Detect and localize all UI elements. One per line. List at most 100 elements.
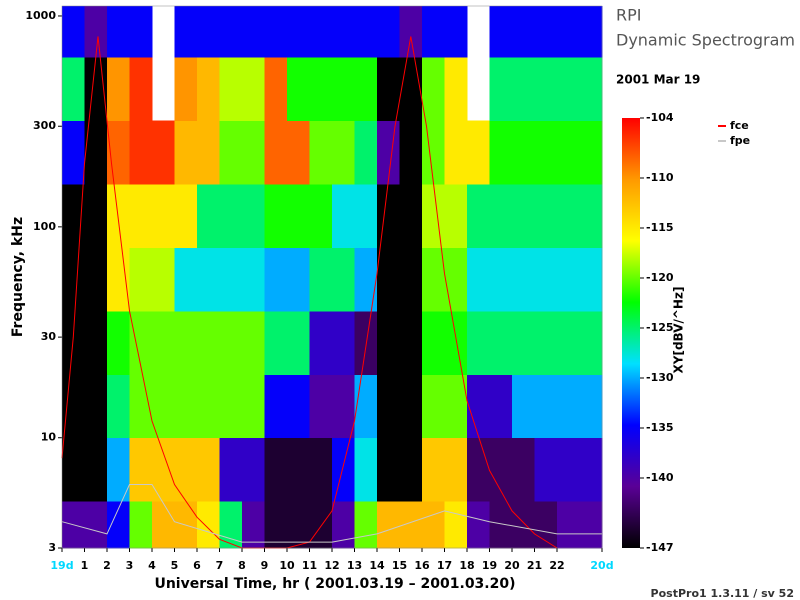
heatmap-cell — [152, 310, 175, 375]
heatmap-cell — [129, 6, 153, 58]
heatmap-cell — [219, 310, 243, 375]
y-tick-label: 10 — [41, 431, 57, 444]
heatmap-cell — [332, 56, 355, 121]
x-tick-label: 3 — [126, 559, 134, 572]
heatmap-cell — [84, 120, 108, 185]
heatmap-cell — [489, 120, 513, 185]
heatmap-cell — [84, 310, 108, 375]
heatmap-cell — [579, 501, 603, 549]
heatmap-cell — [332, 247, 355, 312]
heatmap-cell — [467, 183, 490, 248]
heatmap-cell — [399, 374, 423, 439]
heatmap-cell — [107, 437, 130, 502]
x-tick-label: 20d — [590, 559, 613, 572]
heatmap-cell — [557, 56, 580, 121]
x-tick-label: 17 — [437, 559, 452, 572]
heatmap-cell — [399, 310, 423, 375]
x-tick-label: 13 — [347, 559, 362, 572]
heatmap-cell — [399, 183, 423, 248]
colorbar-tick-label: -130 — [646, 371, 674, 384]
heatmap-cell — [557, 120, 580, 185]
heatmap-cell — [62, 120, 85, 185]
heatmap-cell — [512, 247, 535, 312]
heatmap-cell — [264, 120, 288, 185]
heatmap-cell — [107, 6, 130, 58]
heatmap-cell — [467, 374, 490, 439]
heatmap-cell — [309, 183, 333, 248]
heatmap-cell — [444, 56, 468, 121]
heatmap-cell — [377, 374, 400, 439]
heatmap-cell — [512, 120, 535, 185]
heatmap-cell — [444, 183, 468, 248]
heatmap-cell — [354, 501, 378, 549]
chart-title: RPI — [616, 6, 641, 25]
heatmap-cell — [242, 437, 265, 502]
heatmap-cell — [354, 120, 378, 185]
heatmap-cell — [174, 437, 198, 502]
x-tick-label: 19 — [482, 559, 497, 572]
heatmap-cell — [579, 374, 603, 439]
footer: PostPro1 1.3.11 / sv 52 — [651, 587, 794, 600]
heatmap-cell — [197, 310, 220, 375]
heatmap-cell — [107, 120, 130, 185]
heatmap-cell — [309, 374, 333, 439]
heatmap-cell — [264, 183, 288, 248]
series-line — [61, 36, 558, 549]
heatmap-cell — [534, 183, 558, 248]
heatmap-cell — [219, 56, 243, 121]
heatmap-cell — [264, 310, 288, 375]
heatmap-cell — [129, 374, 153, 439]
heatmap-cell — [534, 247, 558, 312]
heatmap-cell — [84, 183, 108, 248]
heatmap-cell — [467, 120, 490, 185]
heatmap-cell — [197, 183, 220, 248]
x-tick-label: 18 — [459, 559, 474, 572]
heatmap-cell — [377, 310, 400, 375]
heatmap-cell — [287, 437, 310, 502]
heatmap-cell — [512, 437, 535, 502]
heatmap-cell — [332, 374, 355, 439]
heatmap-cell — [242, 247, 265, 312]
heatmap-cell — [84, 247, 108, 312]
heatmap-cell — [579, 6, 603, 58]
heatmap-cell — [107, 56, 130, 121]
heatmap-cell — [62, 374, 85, 439]
heatmap-cell — [557, 6, 580, 58]
heatmap-cell — [422, 183, 445, 248]
heatmap-cell — [332, 501, 355, 549]
heatmap-cell — [219, 247, 243, 312]
x-tick-label: 12 — [324, 559, 339, 572]
heatmap-cell — [399, 56, 423, 121]
heatmap-cell — [219, 183, 243, 248]
heatmap-cell — [422, 374, 445, 439]
heatmap-cell — [467, 247, 490, 312]
heatmap-cell — [534, 120, 558, 185]
colorbar-tick-label: -120 — [646, 271, 674, 284]
colorbar — [622, 118, 640, 548]
heatmap-cell — [377, 437, 400, 502]
heatmap-cell — [557, 501, 580, 549]
colorbar-tick-label: -147 — [646, 541, 674, 554]
y-tick-label: 3 — [48, 541, 56, 554]
legend-label: fce — [730, 119, 749, 132]
heatmap-cell — [354, 6, 378, 58]
heatmap-cell — [62, 183, 85, 248]
heatmap-cell — [467, 501, 490, 549]
heatmap-cell — [489, 374, 513, 439]
heatmap-cell — [197, 247, 220, 312]
heatmap-cell — [152, 374, 175, 439]
heatmap-cell — [422, 247, 445, 312]
heatmap-cell — [152, 501, 175, 549]
heatmap-cell — [287, 374, 310, 439]
heatmap-cell — [332, 310, 355, 375]
heatmap-cell — [129, 183, 153, 248]
heatmap-cell — [557, 374, 580, 439]
heatmap-cell — [512, 501, 535, 549]
heatmap-cell — [512, 6, 535, 58]
heatmap-cell — [422, 501, 445, 549]
heatmap-cell — [107, 501, 130, 549]
y-tick-label: 300 — [33, 119, 56, 132]
heatmap-cell — [309, 247, 333, 312]
heatmap-cell — [287, 56, 310, 121]
x-tick-label: 11 — [302, 559, 317, 572]
